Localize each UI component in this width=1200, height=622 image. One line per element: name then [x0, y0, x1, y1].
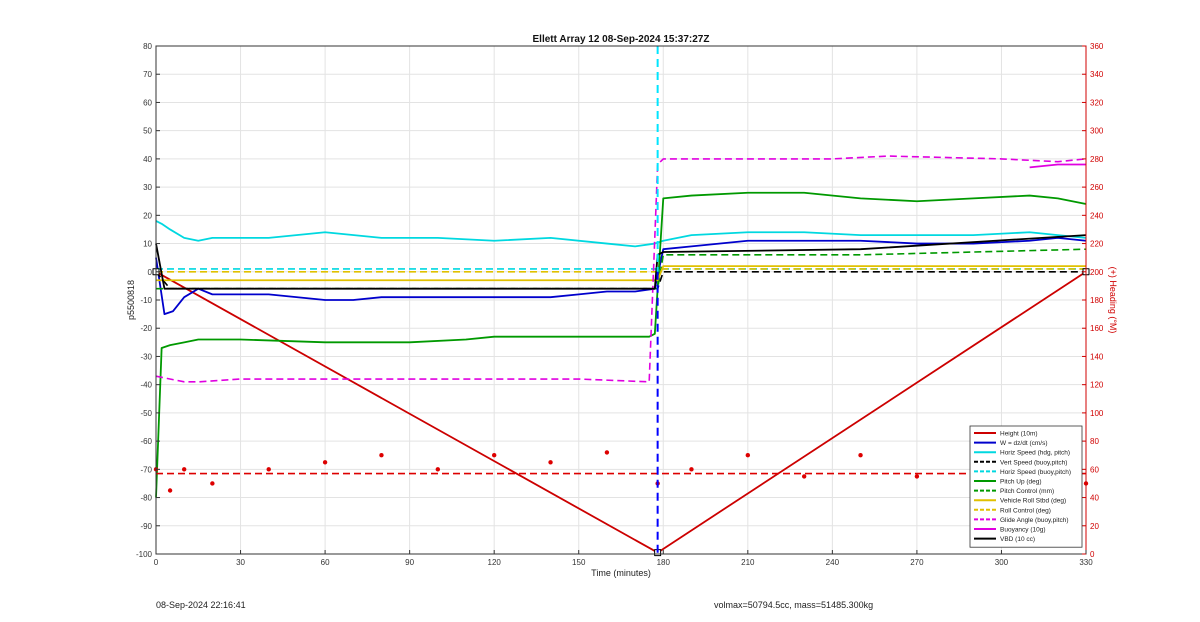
plot-timestamp: 08-Sep-2024 22:16:41: [156, 600, 246, 610]
series-line: [155, 220, 1087, 248]
right-tick-labels: 0 20 40 60 80 100 120 140 160 180 200 220 240 260 280 3…: [1082, 42, 1104, 559]
y-tick-label: 0: [148, 268, 153, 277]
legend-label: Pitch Up (deg): [1000, 479, 1042, 486]
y-tick-label: 70: [143, 70, 152, 79]
y2-axis-label: (+) Heading (°M): [1108, 267, 1118, 334]
x-tick-label: 240: [826, 558, 840, 567]
legend: Height (10m) W = dz/dt (cm/s) Horiz Speed …: [969, 425, 1083, 548]
y2-tick-label: 120: [1090, 381, 1104, 390]
y-tick-label: 50: [143, 127, 152, 136]
y-tick-label: -90: [140, 522, 152, 531]
legend-label: Height (10m): [1000, 431, 1038, 438]
legend-label: Horiz Speed (buoy,pitch): [1000, 469, 1071, 476]
y-tick-label: -30: [140, 352, 152, 361]
y2-tick-label: 320: [1090, 98, 1104, 107]
legend-label: Horiz Speed (hdg, pitch): [1000, 450, 1070, 457]
y-tick-label: -50: [140, 409, 152, 418]
heading-point: [181, 467, 187, 472]
x-tick-label: 210: [741, 558, 755, 567]
y2-tick-label: 60: [1090, 465, 1099, 474]
y2-tick-label: 260: [1090, 183, 1104, 192]
x-tick-label: 0: [154, 558, 159, 567]
chart-title: Ellett Array 12 08-Sep-2024 15:37:27Z: [533, 34, 710, 45]
y2-tick-label: 220: [1090, 240, 1104, 249]
y2-tick-label: 20: [1090, 522, 1099, 531]
y-tick-label: -60: [140, 437, 152, 446]
y2-tick-label: 240: [1090, 211, 1104, 220]
heading-point: [801, 474, 807, 479]
heading-point: [604, 450, 610, 455]
x-tick-label: 330: [1079, 558, 1093, 567]
heading-point: [745, 453, 751, 458]
heading-point: [858, 453, 863, 458]
y-tick-label: 40: [143, 155, 152, 164]
heading-point: [167, 488, 173, 493]
series-line: [156, 265, 1086, 282]
y2-tick-label: 340: [1090, 70, 1104, 79]
legend-label: Glide Angle (buoy,pitch): [1000, 517, 1069, 524]
y2-tick-label: 100: [1090, 409, 1104, 418]
heading-point: [322, 460, 328, 465]
x-tick-label: 300: [995, 558, 1009, 567]
heading-point: [266, 467, 271, 472]
heading-point: [491, 453, 497, 458]
legend-label: Roll Control (deg): [1000, 507, 1051, 514]
y-tick-label: -70: [140, 465, 152, 474]
vehicle-stats: volmax=50794.5cc, mass=51485.300kg: [714, 600, 874, 610]
y2-tick-label: 360: [1090, 42, 1104, 51]
x-tick-label: 30: [236, 558, 245, 567]
heading-point: [379, 453, 384, 458]
y-tick-label: 20: [143, 211, 152, 220]
y2-tick-label: 140: [1090, 352, 1104, 361]
y2-tick-label: 80: [1090, 437, 1099, 446]
y-tick-label: -40: [140, 381, 152, 390]
heading-point: [689, 467, 694, 472]
tick-labels: 0 30 60 90 120 150 180 210 240 270 300 330-100-90-8…: [136, 42, 1093, 567]
y2-tick-label: 0: [1090, 550, 1095, 559]
legend-label: Vehicle Roll Stbd (deg): [1000, 498, 1066, 505]
y-tick-label: 30: [143, 183, 152, 192]
x-tick-label: 90: [405, 558, 414, 567]
y-tick-label: -20: [140, 324, 152, 333]
series-line: [1029, 163, 1086, 169]
legend-label: W = dz/dt (cm/s): [1000, 440, 1048, 447]
series-line: [155, 234, 1087, 290]
y-tick-label: -10: [140, 296, 152, 305]
heading-point: [914, 474, 920, 479]
heading-point: [210, 481, 215, 486]
x-tick-label: 270: [910, 558, 924, 567]
heading-point: [548, 460, 553, 465]
heading-point: [435, 467, 441, 472]
y-tick-label: -80: [140, 494, 152, 503]
legend-label: Buoyancy (10g): [1000, 527, 1046, 534]
dive-plot: 0 30 60 90 120 150 180 210 240 270 300 330-100-90-8…: [126, 34, 1118, 578]
series-line: [156, 268, 1086, 273]
y2-tick-label: 160: [1090, 324, 1104, 333]
legend-label: Vert Speed (buoy,pitch): [1000, 459, 1067, 466]
y-tick-label: 80: [143, 42, 152, 51]
y-tick-label: -100: [136, 550, 153, 559]
x-tick-label: 120: [488, 558, 502, 567]
series-line: [155, 191, 1087, 498]
x-tick-label: 60: [321, 558, 330, 567]
y2-tick-label: 200: [1090, 268, 1104, 277]
legend-label: VBD (10 cc): [1000, 536, 1035, 543]
x-tick-label: 180: [657, 558, 671, 567]
y-axis-label: p5500818: [126, 280, 136, 320]
y2-tick-label: 280: [1090, 155, 1104, 164]
series-line: [155, 155, 1087, 383]
y-tick-label: 60: [143, 98, 152, 107]
x-axis-label: Time (minutes): [591, 568, 651, 578]
y2-tick-label: 180: [1090, 296, 1104, 305]
legend-label: Pitch Control (mm): [1000, 488, 1054, 495]
legend-box: [969, 425, 1083, 548]
y-tick-label: 10: [143, 240, 152, 249]
x-tick-label: 150: [572, 558, 586, 567]
series-line: [155, 237, 1087, 316]
y2-tick-label: 300: [1090, 127, 1104, 136]
y2-tick-label: 40: [1090, 494, 1099, 503]
